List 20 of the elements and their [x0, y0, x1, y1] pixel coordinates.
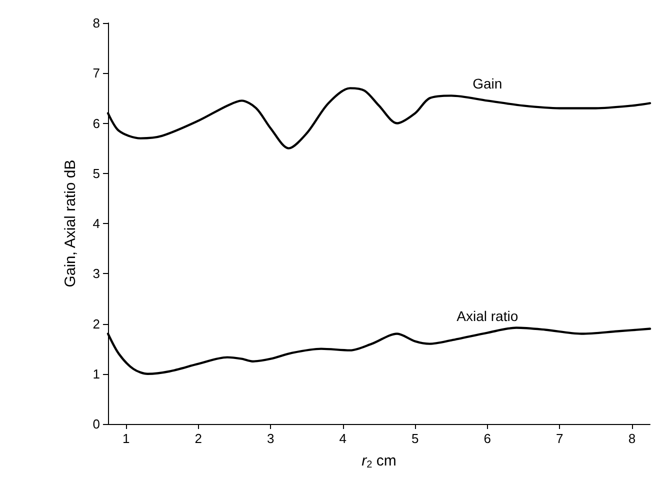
y-tick-label: 4	[92, 216, 100, 231]
x-tick-label: 7	[556, 431, 564, 446]
x-tick-label: 4	[339, 431, 346, 446]
x-tick-label: 3	[266, 431, 274, 446]
y-tick-label: 8	[92, 16, 100, 30]
y-tick-label: 7	[92, 66, 100, 81]
series-label: Axial ratio	[456, 308, 518, 324]
y-tick-label: 6	[92, 116, 100, 131]
y-tick-label: 3	[92, 266, 100, 282]
y-axis-title: Gain, Axial ratio dB	[62, 160, 79, 288]
y-tick-label: 1	[92, 366, 100, 382]
y-tick-label: 5	[92, 166, 100, 181]
x-tick-label: 2	[194, 431, 202, 446]
x-tick-label: 6	[484, 431, 492, 446]
y-tick-label: 0	[92, 416, 100, 432]
x-tick-label: 5	[412, 431, 419, 446]
series-label: Gain	[472, 76, 502, 92]
x-tick-label: 8	[628, 431, 636, 446]
y-tick-label: 2	[92, 316, 100, 332]
x-tick-label: 1	[122, 431, 130, 446]
